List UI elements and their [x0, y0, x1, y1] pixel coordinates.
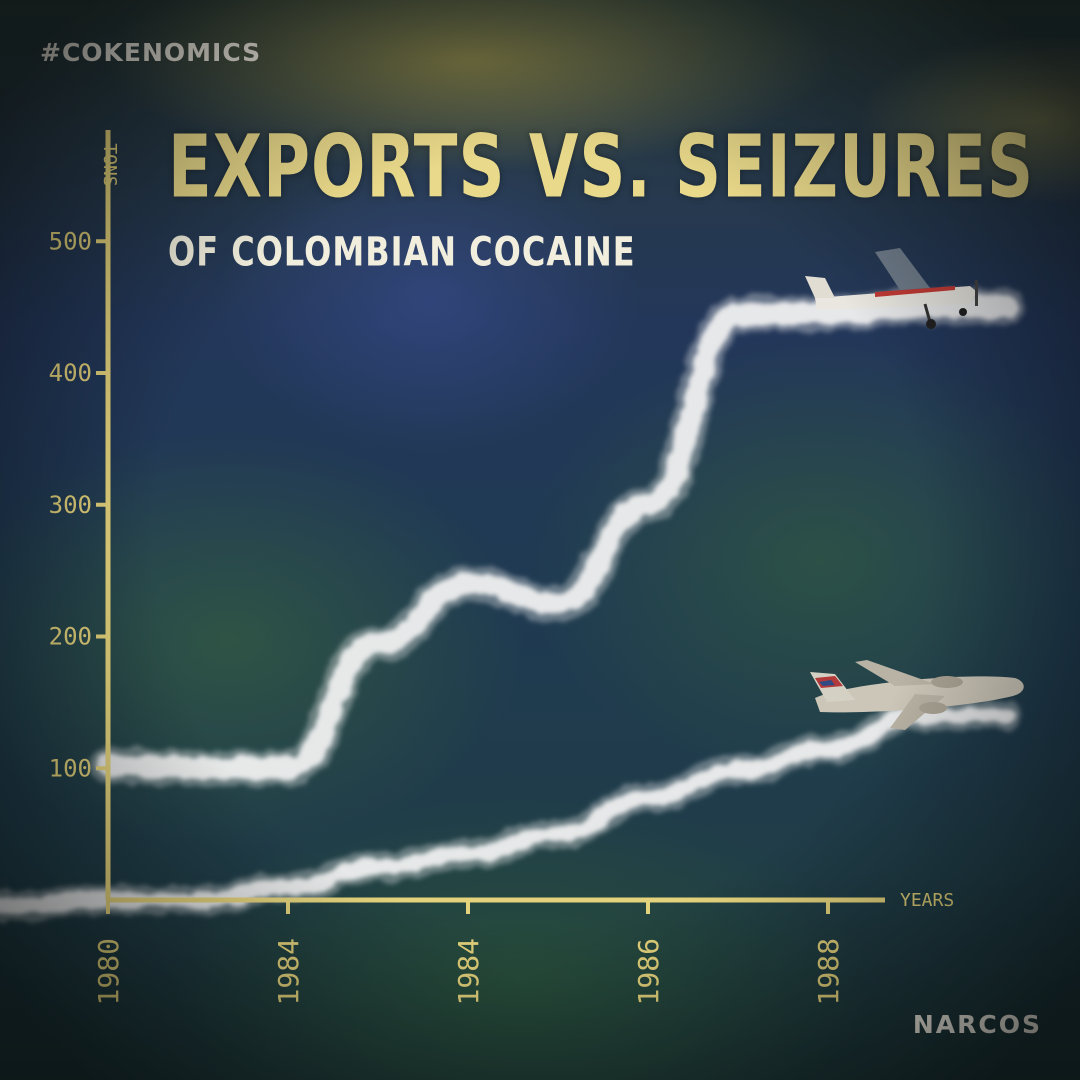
x-tick-label: 1986 — [632, 938, 665, 1005]
y-tick-label: 500 — [49, 227, 92, 255]
y-tick-label: 400 — [49, 359, 92, 387]
y-tick-label: 200 — [49, 623, 92, 651]
x-tick-label: 1984 — [272, 938, 305, 1005]
series-line — [0, 707, 1016, 914]
x-tick-group: 1980 1984 1984 1986 1988 — [92, 900, 845, 1005]
trail-layer — [0, 289, 1026, 921]
chart-axes: 100 200 300 400 500 1980 1984 1984 1986 1988 TON… — [49, 130, 954, 1005]
y-tick-group: 100 200 300 400 500 — [49, 227, 108, 782]
brand-label: NARCOS — [912, 1010, 1042, 1039]
x-tick-label: 1988 — [812, 938, 845, 1005]
y-axis-label: TONS — [99, 143, 120, 186]
x-tick-label: 1980 — [92, 938, 125, 1005]
y-tick-label: 300 — [49, 491, 92, 519]
x-axis-label: YEARS — [900, 890, 954, 911]
x-tick-label: 1984 — [452, 938, 485, 1005]
y-tick-label: 100 — [49, 754, 92, 782]
